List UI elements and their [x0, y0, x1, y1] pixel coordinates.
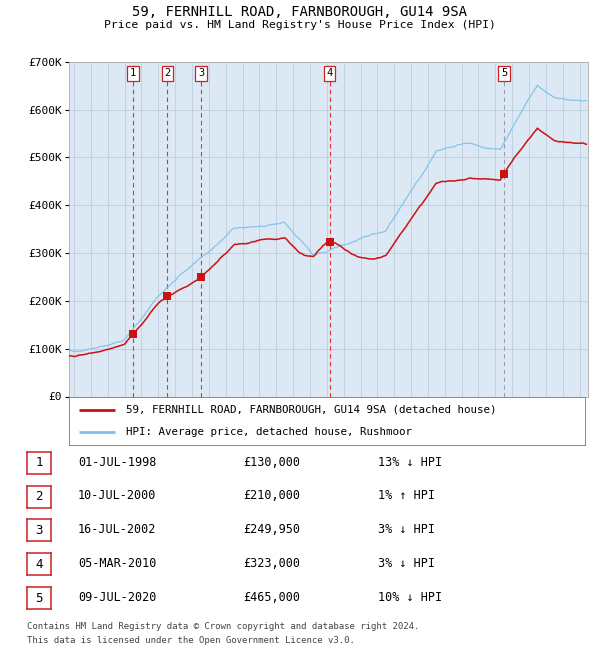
Text: 59, FERNHILL ROAD, FARNBOROUGH, GU14 9SA (detached house): 59, FERNHILL ROAD, FARNBOROUGH, GU14 9SA…: [126, 405, 496, 415]
Text: 1: 1: [35, 456, 43, 469]
Text: 13% ↓ HPI: 13% ↓ HPI: [378, 456, 442, 469]
Text: 1: 1: [130, 68, 136, 79]
Text: 2: 2: [164, 68, 170, 79]
Text: £249,950: £249,950: [243, 523, 300, 536]
Text: 4: 4: [35, 558, 43, 571]
Text: 1% ↑ HPI: 1% ↑ HPI: [378, 489, 435, 502]
Text: 2: 2: [35, 490, 43, 503]
Text: HPI: Average price, detached house, Rushmoor: HPI: Average price, detached house, Rush…: [126, 427, 412, 437]
Text: £323,000: £323,000: [243, 557, 300, 570]
Text: 3% ↓ HPI: 3% ↓ HPI: [378, 523, 435, 536]
Text: 4: 4: [326, 68, 333, 79]
Text: £130,000: £130,000: [243, 456, 300, 469]
Text: £210,000: £210,000: [243, 489, 300, 502]
Text: 3: 3: [35, 524, 43, 537]
Text: 3% ↓ HPI: 3% ↓ HPI: [378, 557, 435, 570]
Text: 59, FERNHILL ROAD, FARNBOROUGH, GU14 9SA: 59, FERNHILL ROAD, FARNBOROUGH, GU14 9SA: [133, 5, 467, 19]
Text: 05-MAR-2010: 05-MAR-2010: [78, 557, 157, 570]
Text: This data is licensed under the Open Government Licence v3.0.: This data is licensed under the Open Gov…: [27, 636, 355, 645]
Text: 01-JUL-1998: 01-JUL-1998: [78, 456, 157, 469]
Text: 16-JUL-2002: 16-JUL-2002: [78, 523, 157, 536]
Text: 09-JUL-2020: 09-JUL-2020: [78, 591, 157, 604]
Text: 5: 5: [501, 68, 507, 79]
Text: Contains HM Land Registry data © Crown copyright and database right 2024.: Contains HM Land Registry data © Crown c…: [27, 622, 419, 631]
Text: £465,000: £465,000: [243, 591, 300, 604]
Text: 5: 5: [35, 592, 43, 604]
Text: 3: 3: [198, 68, 204, 79]
Text: 10-JUL-2000: 10-JUL-2000: [78, 489, 157, 502]
Text: Price paid vs. HM Land Registry's House Price Index (HPI): Price paid vs. HM Land Registry's House …: [104, 20, 496, 29]
Text: 10% ↓ HPI: 10% ↓ HPI: [378, 591, 442, 604]
